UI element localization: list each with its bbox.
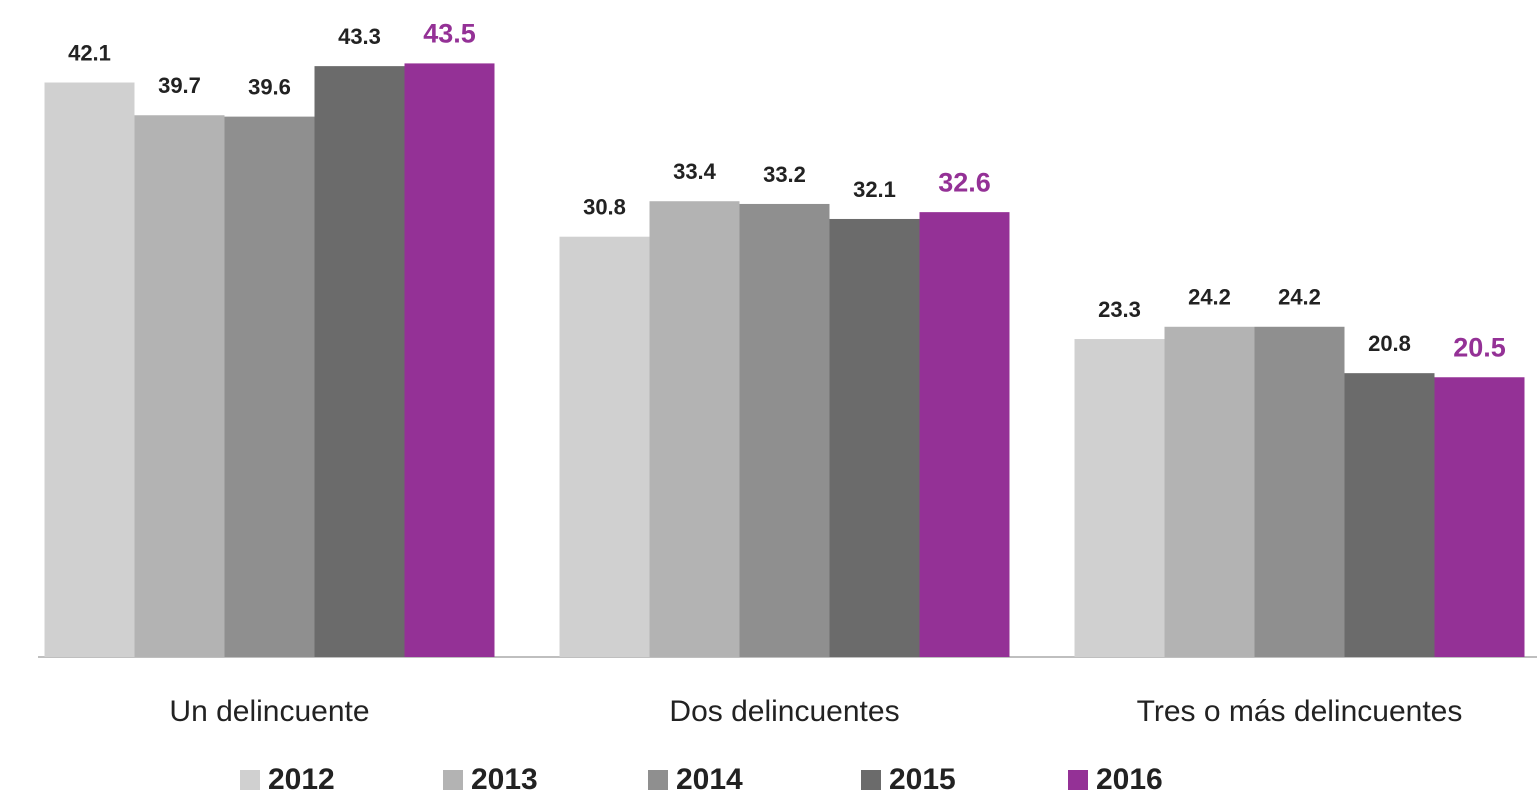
data-label: 20.5 bbox=[1453, 332, 1506, 362]
data-label: 24.2 bbox=[1188, 285, 1231, 310]
legend-label: 2014 bbox=[676, 763, 743, 796]
legend-label: 2013 bbox=[471, 763, 538, 796]
legend-label: 2015 bbox=[889, 763, 956, 796]
bar bbox=[134, 115, 225, 657]
legend-label: 2012 bbox=[268, 763, 335, 796]
legend-swatch bbox=[240, 770, 260, 790]
data-label: 39.6 bbox=[248, 74, 291, 99]
bar bbox=[44, 82, 135, 657]
bar bbox=[559, 236, 650, 658]
bar bbox=[1344, 373, 1435, 657]
bar bbox=[1164, 326, 1255, 657]
data-label: 20.8 bbox=[1368, 331, 1411, 356]
bar bbox=[1434, 377, 1525, 657]
data-label: 32.1 bbox=[853, 177, 896, 202]
bar bbox=[1254, 326, 1345, 657]
data-label: 33.2 bbox=[763, 162, 806, 187]
x-tick-label: Dos delincuentes bbox=[669, 695, 899, 728]
data-label: 43.3 bbox=[338, 24, 381, 49]
bar bbox=[829, 218, 920, 657]
legend-swatch bbox=[648, 770, 668, 790]
legend-swatch bbox=[443, 770, 463, 790]
data-label: 30.8 bbox=[583, 195, 626, 220]
bar bbox=[919, 212, 1010, 658]
bar bbox=[314, 66, 405, 657]
x-tick-label: Un delincuente bbox=[169, 695, 369, 728]
legend-label: 2016 bbox=[1096, 763, 1163, 796]
data-label: 24.2 bbox=[1278, 285, 1321, 310]
data-label: 42.1 bbox=[68, 40, 111, 65]
data-label: 32.6 bbox=[938, 167, 991, 197]
bar bbox=[404, 63, 495, 657]
data-label: 39.7 bbox=[158, 73, 201, 98]
bar bbox=[224, 116, 315, 657]
bar bbox=[1074, 339, 1165, 657]
legend-swatch bbox=[1068, 770, 1088, 790]
x-tick-label: Tres o más delincuentes bbox=[1137, 695, 1463, 728]
data-label: 43.5 bbox=[423, 19, 476, 49]
data-label: 33.4 bbox=[673, 159, 717, 184]
bar bbox=[739, 203, 830, 658]
bar bbox=[649, 201, 740, 657]
legend-swatch bbox=[861, 770, 881, 790]
data-label: 23.3 bbox=[1098, 297, 1141, 322]
